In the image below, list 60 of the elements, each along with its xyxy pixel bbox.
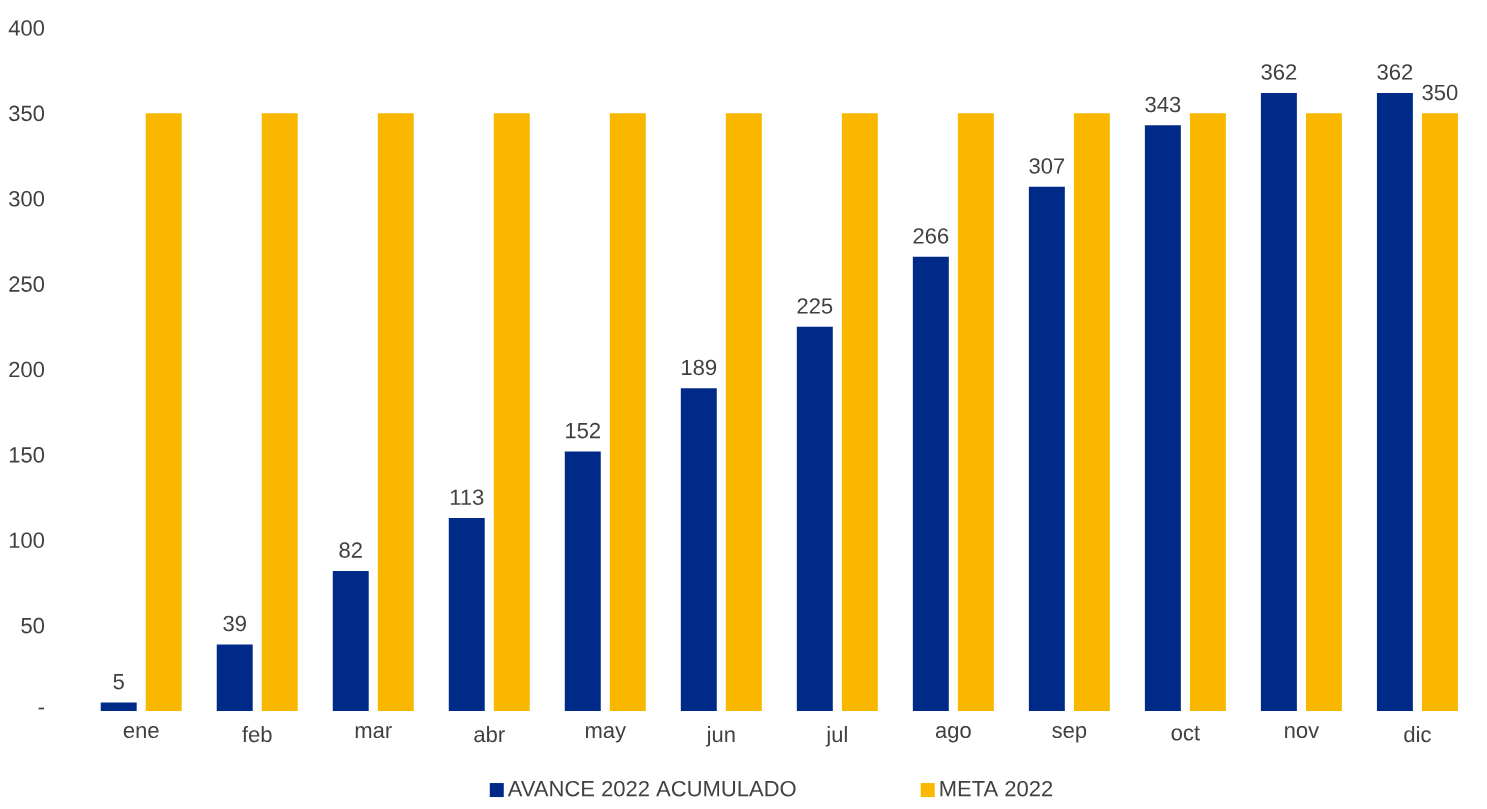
x-tick-label: dic <box>1404 726 1431 743</box>
bar <box>1305 113 1342 711</box>
bar <box>609 113 646 711</box>
x-tick-label: ago <box>935 726 971 743</box>
bar <box>1376 92 1413 711</box>
bar <box>448 518 485 711</box>
legend-label: META 2022 <box>940 780 1053 797</box>
data-label: 189 <box>682 359 717 376</box>
x-tick-label: nov <box>1285 726 1320 739</box>
x-tick-label: ene <box>123 726 159 739</box>
bar <box>1260 92 1297 711</box>
y-tick-label: 50 <box>21 617 45 634</box>
x-tick-label: feb <box>242 726 272 743</box>
bar <box>725 113 762 711</box>
bar <box>377 113 414 711</box>
data-label: 307 <box>1029 158 1065 174</box>
data-label: 266 <box>913 228 949 244</box>
data-label: 362 <box>1261 64 1297 80</box>
bar <box>332 570 369 711</box>
bar <box>100 702 137 711</box>
y-tick-label: 100 <box>9 532 45 549</box>
bar <box>564 451 601 711</box>
data-label: 113 <box>450 489 484 505</box>
x-tick-label: may <box>585 726 627 743</box>
bar <box>1144 125 1181 711</box>
y-tick-label: 200 <box>9 361 45 378</box>
data-label: 225 <box>797 298 833 314</box>
y-tick-label: 150 <box>9 447 45 463</box>
bar <box>493 113 530 711</box>
x-tick-label: jul <box>825 726 847 747</box>
x-tick-label: jun <box>706 726 735 747</box>
x-tick-label: sep <box>1052 726 1087 743</box>
data-label: 5 <box>113 674 124 690</box>
bar <box>145 113 182 711</box>
x-tick-label: abr <box>474 726 505 743</box>
data-label: 152 <box>566 422 601 439</box>
y-tick-label: 350 <box>9 105 45 122</box>
legend-label: AVANCE 2022 ACUMULADO <box>507 780 796 797</box>
data-label: 343 <box>1145 96 1181 113</box>
bar <box>1421 113 1458 711</box>
y-tick-label: 400 <box>8 20 45 36</box>
data-label: 82 <box>339 542 362 558</box>
y-tick-label: - <box>38 707 44 710</box>
bar <box>796 326 833 711</box>
bar <box>912 256 949 711</box>
data-label: 39 <box>223 615 246 632</box>
y-tick-label: 250 <box>9 276 45 292</box>
bar <box>216 644 253 711</box>
x-tick-label: mar <box>355 726 392 739</box>
data-label: 350 <box>1422 84 1458 101</box>
bar <box>261 113 298 711</box>
bar <box>680 388 717 711</box>
bar <box>957 113 994 711</box>
data-label: 362 <box>1377 64 1413 80</box>
bar <box>1028 186 1065 711</box>
bar <box>1073 113 1110 711</box>
y-tick-label: 300 <box>9 190 45 207</box>
x-tick-label: oct <box>1171 726 1200 741</box>
bar <box>1189 113 1226 711</box>
bar <box>841 113 878 711</box>
